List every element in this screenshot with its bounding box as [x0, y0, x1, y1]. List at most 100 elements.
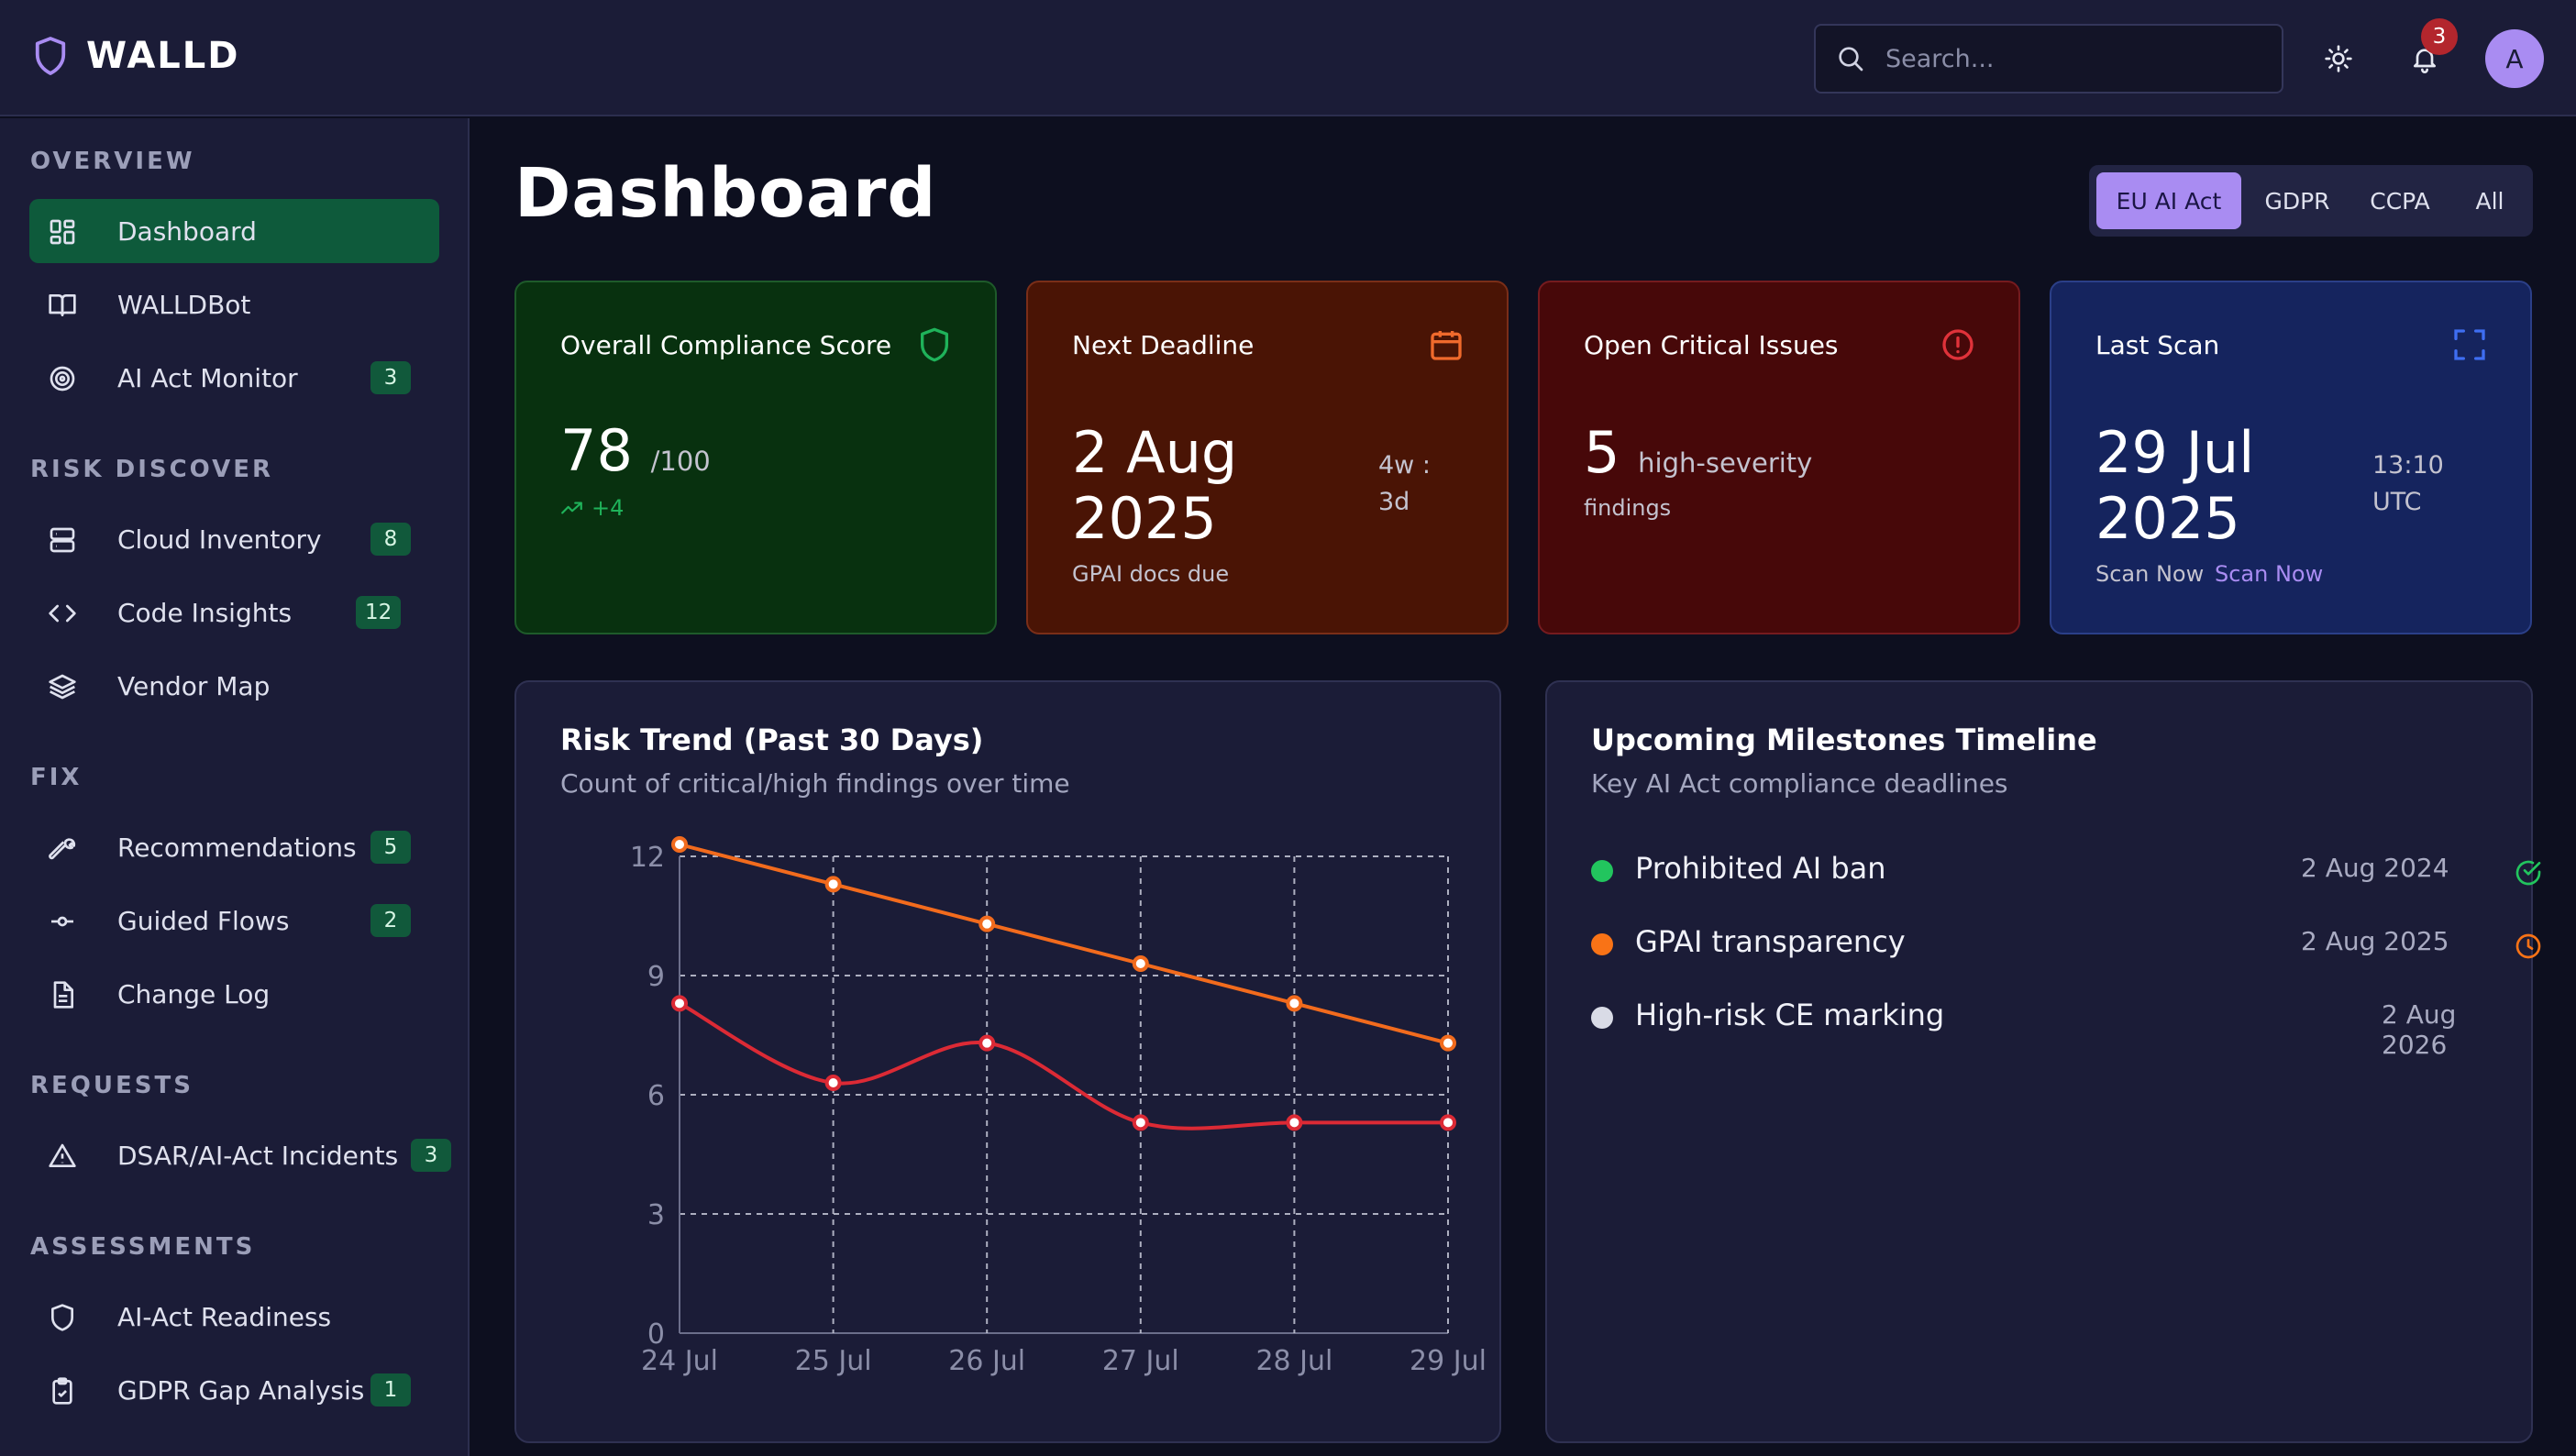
file-icon [53, 981, 73, 1009]
compliance-score-value: 78 /100 [560, 418, 711, 494]
sidebar-section-fix: FIX [30, 764, 83, 791]
wrench-icon [49, 838, 76, 860]
x-tick-label: 26 Jul [948, 1345, 1025, 1377]
open-critical-issues-card[interactable]: Open Critical Issues 5 high-severity fin… [1538, 281, 2020, 634]
regulation-tabs: EU AI Act GDPR CCPA All [2089, 165, 2533, 237]
milestone-item[interactable]: Prohibited AI ban 2 Aug 2024 [1591, 844, 2541, 899]
sidebar-item-recommendations[interactable]: Recommendations 5 [29, 815, 439, 879]
server-icon [50, 527, 75, 553]
score-delta: +4 [560, 495, 624, 521]
series-line-1 [679, 1001, 1448, 1131]
milestones-panel: Upcoming Milestones Timeline Key AI Act … [1545, 680, 2541, 1443]
sidebar-item-dsar-incidents[interactable]: DSAR/AI-Act Incidents 3 [29, 1123, 451, 1187]
sidebar-item-dashboard[interactable]: Dashboard [29, 199, 439, 263]
data-point [824, 876, 842, 893]
sidebar-item-label: Vendor Map [117, 670, 271, 701]
milestone-date: 2 Aug 2025 [2301, 926, 2449, 956]
calendar-icon [1431, 331, 1462, 360]
shield-icon [921, 327, 948, 362]
notifications-button[interactable]: 3 [2397, 18, 2458, 86]
deadline-note: GPAI docs due [1072, 561, 1230, 587]
milestone-label: GPAI transparency [1635, 924, 1906, 959]
clock-icon [2515, 933, 2541, 959]
data-point [978, 915, 996, 932]
panel-title: Risk Trend (Past 30 Days) [560, 722, 984, 757]
scan-time: 13:10 UTC [2372, 451, 2444, 516]
sidebar-section-overview: OVERVIEW [30, 148, 195, 175]
panel-subtitle: Count of critical/high findings over tim… [560, 768, 1070, 799]
shield-icon [51, 1304, 73, 1331]
sidebar: OVERVIEW Dashboard WALLDBot AI Act Monit… [0, 118, 470, 1456]
status-dot [1591, 933, 1613, 955]
search-icon [1839, 47, 1863, 72]
sidebar-item-label: Recommendations [117, 832, 357, 863]
brand[interactable]: WALLD [33, 35, 239, 77]
trending-up-icon [561, 502, 582, 514]
tab-gdpr[interactable]: GDPR [2264, 187, 2330, 215]
data-point [671, 836, 688, 853]
tab-all[interactable]: All [2475, 187, 2504, 215]
app-name: WALLD [86, 35, 240, 77]
milestone-item[interactable]: High-risk CE marking 2 Aug 2026 [1591, 990, 2481, 1060]
theme-toggle-button[interactable] [2311, 31, 2366, 86]
data-point [1132, 955, 1149, 972]
grid-icon [50, 219, 75, 245]
y-tick-label: 6 [647, 1080, 665, 1112]
milestone-item[interactable]: GPAI transparency 2 Aug 2025 [1591, 917, 2541, 972]
sidebar-item-cloud-inventory[interactable]: Cloud Inventory 8 [29, 507, 439, 571]
scan-note: Scan Now [2095, 561, 2205, 587]
shield-logo-icon [35, 37, 66, 75]
sidebar-item-walldbot[interactable]: WALLDBot [29, 272, 439, 336]
sidebar-item-guided-flows[interactable]: Guided Flows 2 [29, 888, 439, 953]
data-point [1286, 995, 1303, 1012]
sidebar-item-ai-act-readiness[interactable]: AI-Act Readiness [29, 1285, 439, 1349]
scan-date-line1: 29 Jul [2095, 419, 2255, 486]
commit-icon [51, 916, 73, 927]
next-deadline-card[interactable]: Next Deadline 2 Aug 2025 4w : 3d GPAI do… [1026, 281, 1509, 634]
sidebar-item-code-insights[interactable]: Code Insights 12 [29, 580, 439, 645]
sidebar-item-change-log[interactable]: Change Log [29, 962, 439, 1026]
layers-icon [49, 674, 76, 700]
last-scan-card[interactable]: Last Scan 29 Jul 2025 13:10 UTC Scan Now… [2050, 281, 2532, 634]
milestone-date: 2 Aug 2024 [2301, 853, 2449, 883]
status-dot [1591, 1007, 1613, 1029]
y-tick-label: 3 [647, 1199, 665, 1231]
sidebar-item-label: Dashboard [117, 215, 257, 247]
sidebar-item-label: AI-Act Readiness [117, 1301, 332, 1332]
count-badge: 1 [370, 1373, 411, 1406]
x-tick-label: 27 Jul [1102, 1345, 1179, 1377]
count-badge: 8 [370, 523, 411, 556]
count-badge: 3 [411, 1139, 451, 1172]
sidebar-item-ai-act-monitor[interactable]: AI Act Monitor 3 [29, 346, 439, 410]
critical-issues-value: 5 high-severity [1584, 420, 1812, 496]
data-point [1286, 1114, 1303, 1131]
sidebar-item-vendor-map[interactable]: Vendor Map [29, 654, 439, 718]
status-dot [1591, 860, 1613, 882]
sidebar-item-gdpr-gap-analysis[interactable]: GDPR Gap Analysis 1 [29, 1358, 439, 1422]
issues-suffix: high-severity [1638, 447, 1813, 479]
data-point [1132, 1114, 1149, 1131]
compliance-score-card[interactable]: Overall Compliance Score 78 /100 +4 [514, 281, 997, 634]
x-tick-label: 25 Jul [795, 1345, 872, 1377]
search-input[interactable] [1885, 44, 2252, 73]
risk-trend-panel: Risk Trend (Past 30 Days) Count of criti… [514, 680, 1501, 1443]
milestone-label: High-risk CE marking [1635, 998, 1945, 1032]
issues-count: 5 [1584, 419, 1620, 486]
tab-ccpa[interactable]: CCPA [2370, 187, 2430, 215]
y-tick-label: 12 [630, 842, 665, 874]
count-badge: 2 [370, 904, 411, 937]
sidebar-section-assessments: ASSESSMENTS [30, 1233, 256, 1261]
avatar[interactable]: A [2485, 29, 2544, 88]
alert-circle-icon [1942, 329, 1973, 360]
top-bar: WALLD 3 A [0, 0, 2576, 116]
scan-now-link[interactable]: Scan Now [2215, 561, 2324, 587]
data-point [978, 1034, 996, 1052]
milestone-date: 2 Aug 2026 [2382, 999, 2457, 1060]
sidebar-item-label: Code Insights [117, 597, 293, 628]
tab-eu-ai-act[interactable]: EU AI Act [2096, 172, 2241, 229]
panel-subtitle: Key AI Act compliance deadlines [1591, 768, 2008, 799]
card-title: Last Scan [2095, 330, 2220, 360]
search-box[interactable] [1814, 24, 2283, 94]
card-title: Overall Compliance Score [560, 330, 892, 360]
x-tick-label: 28 Jul [1255, 1345, 1332, 1377]
